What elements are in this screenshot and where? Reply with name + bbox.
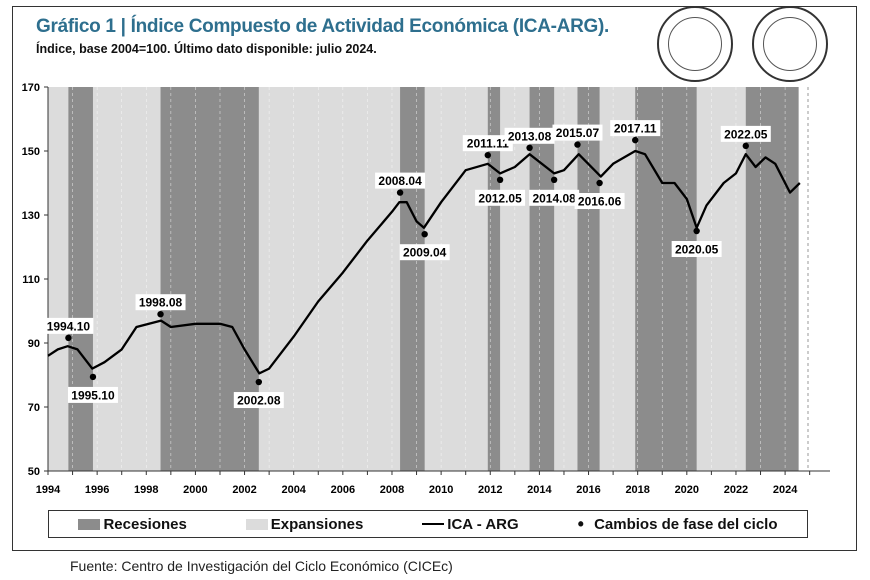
turning-point-label: 2002.08 [237,394,281,408]
turning-point-dot [693,227,700,235]
turning-point-label-bg [504,127,555,144]
turning-point-dot [632,136,639,144]
y-tick-label: 130 [22,210,40,222]
chart-frame [12,6,857,551]
source-note: Fuente: Centro de Investigación del Cicl… [70,558,453,574]
turning-point-label-bg [375,172,426,189]
x-tick-label: 2006 [331,484,355,496]
x-tick-label: 1996 [85,484,109,496]
turning-point-label-bg [43,317,94,334]
dot-swatch: • [577,513,584,534]
turning-point-label: 2011.11 [467,137,509,151]
turning-point-dot [526,144,533,151]
legend-dots: • Cambios de fase del ciclo [578,514,778,535]
turning-point-label: 2014.08 [532,191,576,205]
y-tick-label: 50 [28,466,40,478]
legend-label: Cambios de fase del ciclo [594,515,778,533]
turning-point-label: 2013.08 [508,129,552,143]
turning-point-label-bg [574,193,625,209]
recession-band [400,87,425,471]
turning-point-label-bg [552,124,603,141]
turning-point-dot [484,151,492,159]
turning-point-label-bg [671,241,722,257]
legend: Recesiones Expansiones ICA - ARG • Cambi… [48,510,808,538]
turning-point-label: 1994.10 [47,319,91,333]
turning-point-label: 1998.08 [139,296,183,310]
chart-subtitle: Índice, base 2004=100. Último dato dispo… [36,42,377,56]
turning-point-dot [596,179,603,187]
recession-band [529,87,555,471]
turning-point-label-bg [67,386,118,403]
x-tick-label: 2010 [429,484,453,496]
bolsa-rosario-logo [752,6,828,82]
legend-label: Expansiones [270,515,364,533]
turning-point-dot [89,373,97,381]
chart-title: Gráfico 1 | Índice Compuesto de Activida… [36,16,609,37]
bolsa-santa-fe-logo [657,6,733,82]
recession-band [160,87,259,471]
turning-point-label-bg [610,120,661,137]
x-tick-label: 1994 [36,484,61,496]
y-tick-label: 70 [28,402,40,414]
turning-point-dot [157,311,164,318]
legend-recessions: Recesiones [78,515,187,533]
recession-band [745,87,799,471]
turning-point-label: 2012.05 [478,191,522,205]
turning-point-dot [65,334,72,342]
y-tick-label: 150 [22,146,40,158]
x-tick-label: 2018 [625,484,649,496]
turning-point-label-bg [529,189,580,206]
turning-point-dot [574,141,581,148]
turning-point-label: 2008.04 [378,174,422,188]
ica-arg-line [47,149,801,375]
x-tick-label: 2012 [478,484,502,496]
recession-swatch [78,518,101,530]
turning-point-label-bg [462,135,513,152]
x-tick-label: 2000 [183,484,207,496]
turning-point-label: 2009.04 [403,246,447,260]
turning-point-dot [421,231,428,238]
line-swatch [422,523,445,525]
y-tick-label: 110 [22,274,40,286]
x-tick-label: 2020 [675,484,699,496]
y-tick-label: 170 [22,82,40,94]
x-tick-label: 2004 [281,484,306,496]
x-tick-label: 2022 [724,484,748,496]
expansion-swatch [245,518,268,530]
turning-point-label: 2022.05 [724,127,768,141]
recession-band [68,87,93,471]
legend-label: Recesiones [103,515,187,533]
x-tick-label: 2008 [380,484,404,496]
x-tick-label: 2024 [773,484,798,496]
turning-point-label-bg [233,392,284,409]
turning-point-label: 2016.06 [578,195,622,209]
turning-point-label: 2020.05 [675,243,719,257]
x-tick-label: 2014 [527,484,552,496]
turning-point-dot [496,176,504,183]
turning-point-dot [396,189,404,196]
turning-point-label-bg [720,125,771,142]
turning-point-label-bg [475,189,526,206]
turning-point-label-bg [135,294,186,311]
turning-point-dot [742,142,749,150]
x-tick-label: 2016 [576,484,600,496]
legend-line: ICA - ARG [422,515,519,533]
turning-point-label: 2017.11 [614,122,657,136]
y-tick-label: 90 [28,338,40,350]
chart-plot: 50 70 90 110 130 150 170 1994 1996 1998 2000 2002 20… [22,82,830,496]
turning-point-label: 2015.07 [556,126,600,140]
turning-point-dot [550,176,558,183]
legend-label: ICA - ARG [447,515,519,533]
turning-point-label: 1995.10 [71,388,115,402]
x-tick-label: 1998 [134,484,158,496]
x-tick-label: 2002 [232,484,256,496]
turning-point-dot [255,378,263,386]
recession-band [635,87,697,471]
turning-point-label-bg [399,244,450,261]
recession-band [487,87,501,471]
legend-expansions: Expansiones [245,515,364,533]
